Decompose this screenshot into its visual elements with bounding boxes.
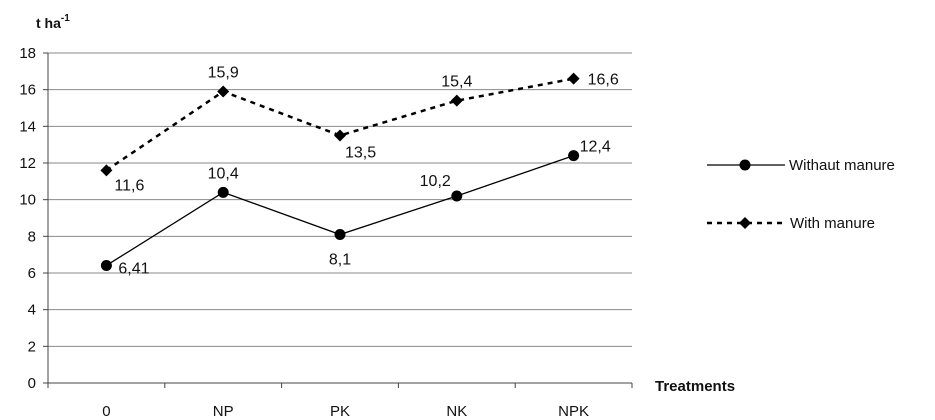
y-tick-label: 12	[19, 155, 36, 172]
data-label: 15,4	[441, 74, 472, 91]
data-point	[100, 164, 113, 177]
data-label: 8,1	[329, 252, 351, 269]
series	[100, 72, 580, 271]
y-axis-ticks: 0 2 4 6 8 10 12 14 16 18	[19, 45, 48, 392]
y-tick-label: 16	[19, 82, 36, 99]
y-tick-label: 14	[19, 118, 36, 135]
y-tick-label: 0	[28, 375, 36, 392]
x-tick-label: NP	[213, 403, 234, 420]
legend: Withaut manure With manure	[707, 157, 895, 232]
y-tick-label: 6	[28, 265, 36, 282]
y-axis-title-exponent: -1	[61, 13, 70, 24]
legend-label: With manure	[790, 215, 875, 232]
y-axis-title: t ha-1	[36, 13, 70, 31]
x-axis-ticks: 0 NP PK NK NPK	[47, 383, 633, 420]
legend-marker	[739, 159, 751, 171]
data-point	[451, 190, 463, 202]
data-label: 16,6	[588, 72, 619, 89]
x-tick-label: NPK	[558, 403, 589, 420]
data-point	[217, 186, 229, 198]
series-line	[106, 155, 574, 267]
series-line	[105, 77, 574, 172]
data-point	[334, 229, 346, 240]
y-tick-label: 4	[28, 302, 36, 319]
x-tick-label: PK	[330, 403, 350, 420]
legend-label: Withaut manure	[789, 157, 895, 174]
data-point	[217, 85, 230, 98]
x-axis-title: Treatments	[655, 378, 735, 395]
data-label: 15,9	[208, 65, 239, 82]
y-axis-title-unit: t ha	[36, 15, 61, 31]
x-tick-label: 0	[102, 403, 110, 420]
data-point	[450, 94, 463, 107]
data-label: 10,2	[420, 173, 451, 190]
y-tick-label: 18	[19, 45, 36, 62]
y-tick-label: 2	[28, 338, 36, 355]
data-label: 11,6	[114, 177, 144, 194]
data-label: 13,5	[345, 145, 376, 162]
gridlines	[48, 52, 632, 347]
data-label: 10,4	[208, 165, 239, 182]
data-label: 6,41	[118, 260, 149, 277]
data-labels: 6,41 10,4 8,1 10,2 12,4 11,6 15,9 13,5 15,4 16,6	[114, 65, 618, 278]
axes	[47, 53, 632, 384]
data-point	[568, 150, 580, 162]
y-tick-label: 10	[19, 192, 36, 209]
legend-marker	[739, 217, 751, 229]
y-tick-label: 8	[28, 228, 36, 245]
x-tick-label: NK	[446, 403, 467, 420]
data-label: 12,4	[580, 139, 611, 156]
data-point	[567, 72, 580, 85]
data-point	[100, 259, 112, 271]
data-point	[334, 129, 346, 142]
